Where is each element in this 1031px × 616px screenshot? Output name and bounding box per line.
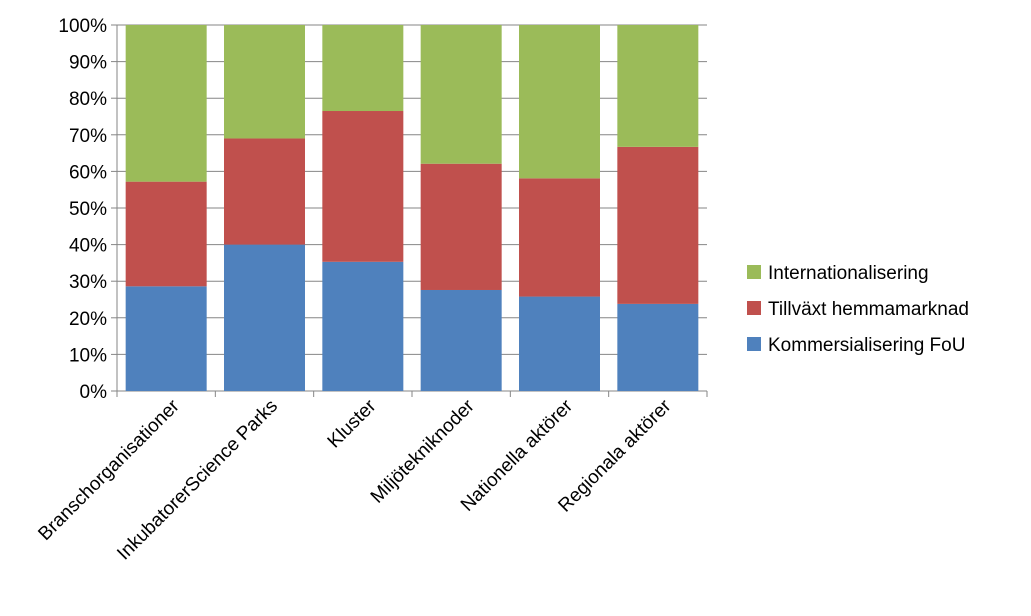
- x-tick-label: Miljötekniknoder: [367, 395, 479, 507]
- y-tick-label: 70%: [69, 126, 107, 147]
- bar-segment-3-2: [224, 25, 305, 138]
- bar-segment-2-1: [126, 182, 207, 287]
- bar-segment-1-6: [617, 304, 698, 391]
- legend-label: Tillväxt hemmamarknad: [768, 299, 969, 320]
- bar-segment-2-5: [519, 178, 600, 296]
- y-tick-label: 80%: [69, 89, 107, 110]
- y-tick-label: 0%: [80, 382, 108, 403]
- bar-segment-3-3: [322, 25, 403, 111]
- bar-segment-3-5: [519, 25, 600, 178]
- y-tick-label: 20%: [69, 309, 107, 330]
- y-tick-label: 90%: [69, 53, 107, 74]
- bar-segment-2-2: [224, 138, 305, 244]
- legend-swatch: [747, 265, 761, 279]
- bar-segment-1-1: [126, 286, 207, 391]
- y-tick-label: 40%: [69, 236, 107, 257]
- bar-segment-3-1: [126, 25, 207, 182]
- bar-segment-2-3: [322, 111, 403, 262]
- y-tick-label: 30%: [69, 272, 107, 293]
- y-tick-label: 100%: [58, 16, 107, 37]
- x-tick-label: InkubatorerScience Parks: [113, 396, 282, 565]
- x-tick-labels: BranschorganisationerInkubatorerScience …: [34, 395, 675, 564]
- y-tick-label: 10%: [69, 345, 107, 366]
- bar-segment-1-5: [519, 297, 600, 391]
- legend: Internationalisering Tillväxt hemmamarkna…: [747, 263, 969, 356]
- legend-swatch: [747, 301, 761, 315]
- bar-segment-1-3: [322, 262, 403, 391]
- bar-segment-1-4: [421, 290, 502, 391]
- bar-segment-3-6: [617, 25, 698, 147]
- bar-segment-2-6: [617, 147, 698, 304]
- y-tick-label: 50%: [69, 199, 107, 220]
- bar-segment-3-4: [421, 25, 502, 164]
- y-tick-label: 60%: [69, 162, 107, 183]
- x-tick-label: Kluster: [324, 395, 381, 452]
- legend-swatch: [747, 337, 761, 351]
- legend-label: Internationalisering: [768, 263, 929, 284]
- y-tick-labels: 0% 10% 20% 30% 40% 50% 60% 70% 80% 90% 100%: [58, 16, 107, 403]
- legend-label: Kommersialisering FoU: [768, 335, 965, 356]
- bar-segment-2-4: [421, 164, 502, 290]
- bar-segment-1-2: [224, 245, 305, 391]
